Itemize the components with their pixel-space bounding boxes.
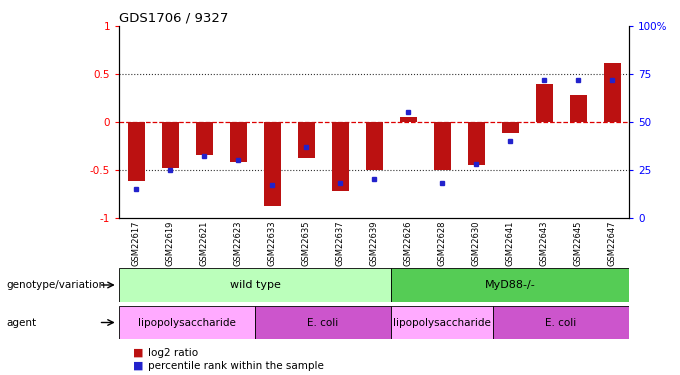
Bar [493,306,629,339]
Text: ■: ■ [133,361,147,370]
Bar [502,122,518,134]
Text: GSM22639: GSM22639 [369,220,379,266]
Text: lipopolysaccharide: lipopolysaccharide [393,318,491,327]
Bar [119,306,255,339]
Text: lipopolysaccharide: lipopolysaccharide [138,318,236,327]
Text: genotype/variation: genotype/variation [7,280,106,290]
Bar [128,122,144,181]
Bar [536,84,552,122]
Bar [366,122,382,170]
Text: GSM22635: GSM22635 [301,220,311,266]
Bar [604,63,620,122]
Bar [400,117,416,122]
Bar [332,122,348,191]
Text: MyD88-/-: MyD88-/- [485,280,535,290]
Text: GSM22630: GSM22630 [471,220,481,266]
Text: GSM22617: GSM22617 [131,220,141,266]
Text: wild type: wild type [230,280,280,290]
Bar [255,306,391,339]
Text: E. coli: E. coli [545,318,577,327]
Bar [434,122,450,170]
Bar [119,268,391,302]
Text: agent: agent [7,318,37,327]
Text: GSM22626: GSM22626 [403,220,413,266]
Text: GSM22621: GSM22621 [199,220,209,266]
Text: GSM22643: GSM22643 [539,220,549,266]
Bar [298,122,314,158]
Bar [391,268,629,302]
Bar [264,122,280,206]
Bar [196,122,212,155]
Bar [162,122,178,168]
Text: GSM22645: GSM22645 [573,220,583,266]
Bar [391,306,493,339]
Text: GSM22628: GSM22628 [437,220,447,266]
Text: GSM22619: GSM22619 [165,220,175,266]
Text: GDS1706 / 9327: GDS1706 / 9327 [119,11,228,24]
Text: GSM22637: GSM22637 [335,220,345,266]
Text: GSM22623: GSM22623 [233,220,243,266]
Text: E. coli: E. coli [307,318,339,327]
Text: log2 ratio: log2 ratio [148,348,198,357]
Bar [468,122,484,165]
Text: ■: ■ [133,348,147,357]
Text: GSM22647: GSM22647 [607,220,617,266]
Text: percentile rank within the sample: percentile rank within the sample [148,361,324,370]
Bar [570,95,586,122]
Bar [230,122,246,162]
Text: GSM22633: GSM22633 [267,220,277,266]
Text: GSM22641: GSM22641 [505,220,515,266]
